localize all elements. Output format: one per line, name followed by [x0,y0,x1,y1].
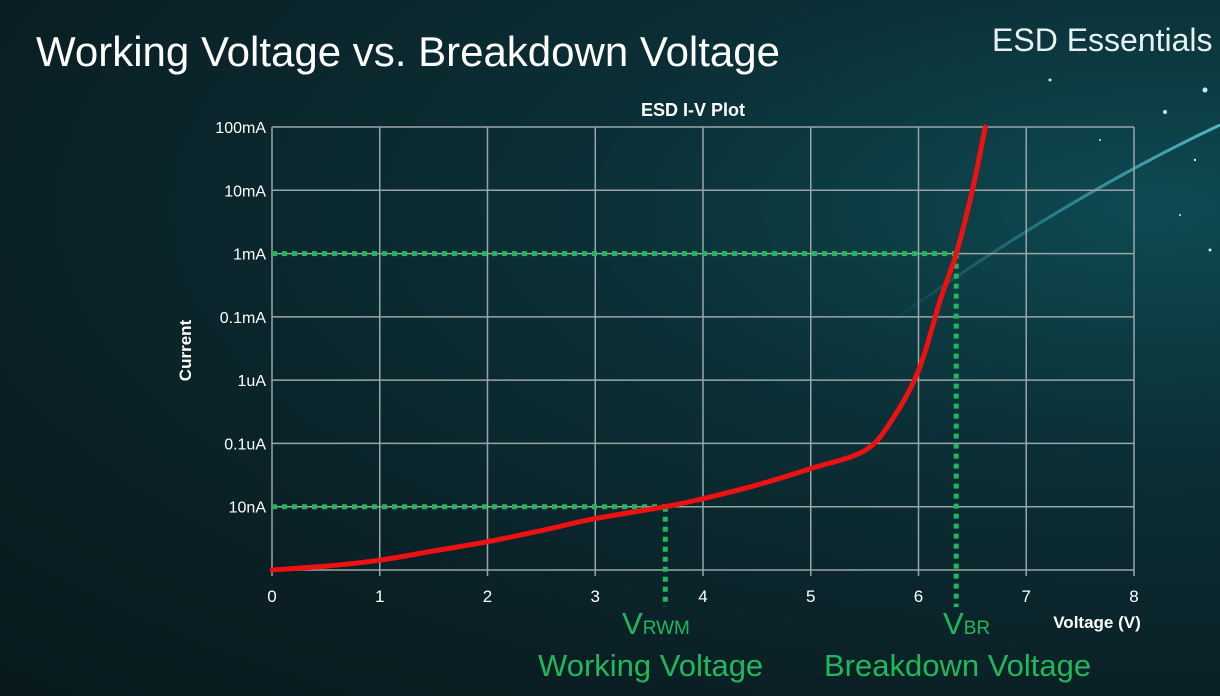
x-tick-label: 6 [914,587,923,606]
y-axis-label: Current [176,319,195,381]
star-dot [1138,48,1142,52]
star-dot [1048,78,1052,82]
y-tick-label: 100mA [215,120,266,137]
y-tick-label: 1mA [233,247,266,264]
x-tick-label: 4 [698,587,707,606]
star-dot [1208,248,1212,252]
x-axis-label: Voltage (V) [1053,613,1141,632]
star-dot [1193,158,1197,162]
star-dot [1179,214,1181,216]
y-tick-label: 0.1mA [220,310,267,327]
vbr-symbol: VBR [943,606,991,641]
star-dot [1202,87,1208,93]
y-tick-label: 0.1uA [224,436,266,453]
y-tick-label: 10mA [224,183,266,200]
y-tick-label: 1uA [238,373,267,390]
slide-title: Working Voltage vs. Breakdown Voltage [36,28,781,75]
brand-logo-text: ESD Essentials [992,22,1213,58]
x-tick-label: 8 [1129,587,1138,606]
vrwm-label: Working Voltage [538,648,764,683]
vbr-label: Breakdown Voltage [824,648,1092,683]
star-dot [1163,110,1167,114]
decorative-light-streak [879,123,1220,332]
x-tick-label: 0 [267,587,276,606]
chart-title: ESD I-V Plot [641,100,745,120]
star-dot [1099,139,1101,141]
x-tick-label: 5 [806,587,815,606]
x-tick-label: 7 [1022,587,1031,606]
x-tick-label: 1 [375,587,384,606]
y-tick-label: 10nA [229,500,267,517]
x-tick-label: 2 [483,587,492,606]
iv-curve [269,124,988,573]
x-tick-label: 3 [591,587,600,606]
decorative-stars [1048,48,1212,252]
vrwm-symbol: VRWM [622,606,690,641]
